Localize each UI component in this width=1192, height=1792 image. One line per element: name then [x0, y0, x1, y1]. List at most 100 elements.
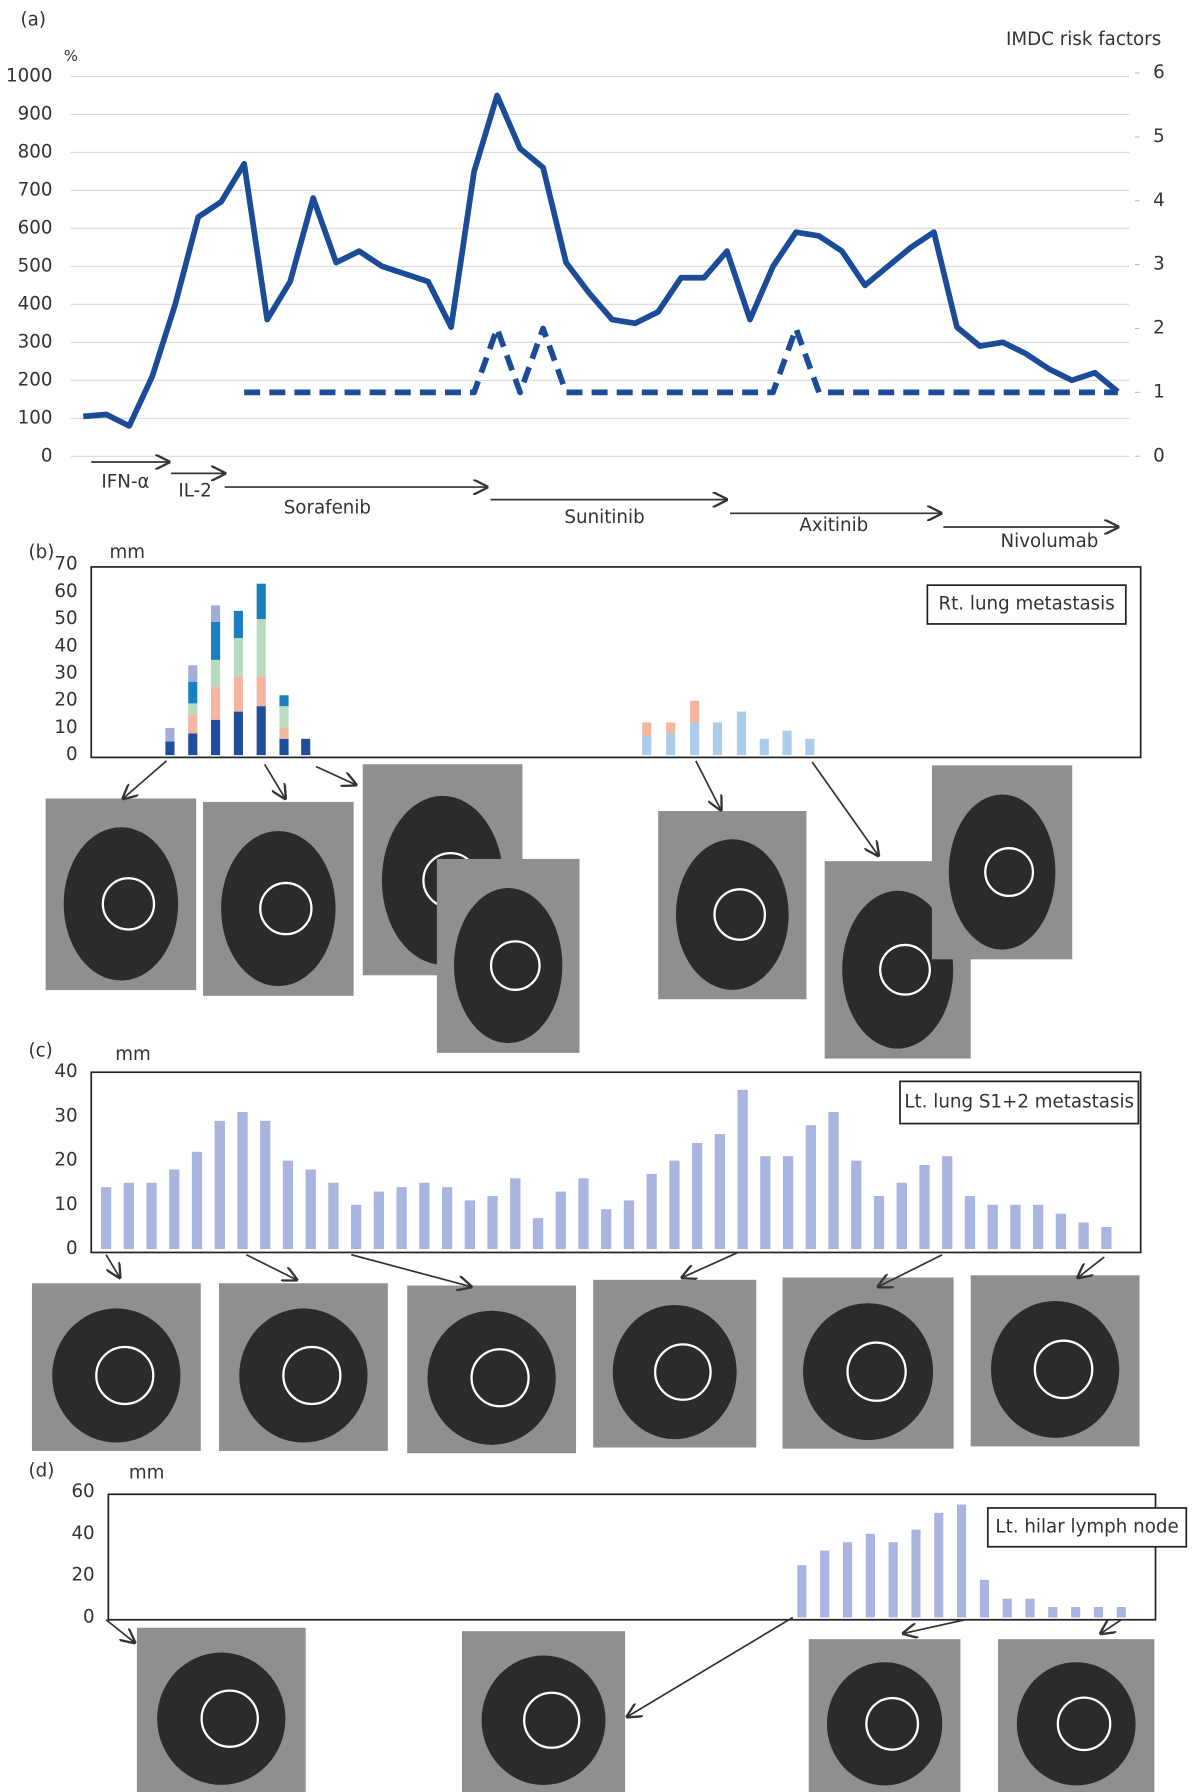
bar — [146, 1183, 156, 1249]
y2-tick-label: 0 — [1153, 445, 1165, 466]
ct-lung — [949, 794, 1056, 949]
ct-lung — [482, 1655, 606, 1785]
y-axis-label: mm — [110, 542, 146, 563]
bar — [692, 1143, 702, 1249]
bar — [669, 1161, 679, 1249]
bar — [624, 1200, 634, 1249]
bar — [828, 1112, 838, 1249]
y2-tick-label: 6 — [1153, 62, 1165, 83]
arrow — [123, 761, 166, 799]
box-label: Lt. lung S1+2 metastasis — [904, 1091, 1134, 1112]
bar — [237, 1112, 247, 1249]
arrow — [106, 1620, 135, 1643]
bar-segment — [188, 733, 197, 755]
bar-segment — [760, 739, 769, 755]
bar — [306, 1169, 316, 1249]
bar-segment — [188, 665, 197, 681]
bar-segment — [642, 722, 651, 736]
bar — [942, 1156, 952, 1249]
bar-segment — [782, 731, 791, 755]
bar-segment — [690, 701, 699, 723]
bar-segment — [690, 722, 699, 755]
bar-segment — [165, 728, 174, 742]
bar-segment — [234, 611, 243, 638]
y-tick-label: 60 — [54, 581, 77, 602]
y-tick-label: 40 — [71, 1523, 94, 1544]
bar-segment — [211, 605, 220, 621]
treatment-label: IFN-α — [101, 472, 149, 493]
bar — [783, 1156, 793, 1249]
bar-segment — [257, 706, 266, 755]
ct-lung — [613, 1305, 737, 1439]
bar-segment — [279, 706, 288, 728]
y-tick-label: 20 — [71, 1565, 94, 1586]
arrow — [316, 767, 356, 785]
bar — [533, 1218, 543, 1249]
bar — [1094, 1607, 1103, 1617]
bar — [124, 1183, 134, 1249]
bar — [396, 1187, 406, 1249]
bar-segment — [211, 720, 220, 755]
ct-lung — [991, 1301, 1119, 1438]
arrow — [1078, 1257, 1104, 1278]
bar — [215, 1121, 225, 1249]
bar-segment — [234, 712, 243, 756]
bar — [1033, 1205, 1043, 1249]
bar-segment — [211, 687, 220, 720]
ct-lung — [427, 1311, 555, 1445]
bar — [601, 1209, 611, 1249]
bar — [465, 1200, 475, 1249]
y-tick-label: 40 — [54, 635, 77, 656]
bar — [1071, 1607, 1080, 1617]
y-tick-label: 700 — [18, 179, 53, 200]
arrow — [1101, 1620, 1122, 1634]
treatment-label: Nivolumab — [1000, 531, 1098, 552]
bar — [1101, 1227, 1111, 1249]
bar-segment — [713, 722, 722, 755]
y-tick-label: 60 — [71, 1481, 94, 1502]
bar — [169, 1169, 179, 1249]
bar — [1056, 1214, 1066, 1249]
bar — [283, 1161, 293, 1249]
bar — [101, 1187, 111, 1249]
ct-lung — [157, 1653, 285, 1785]
bar-segment — [188, 682, 197, 704]
risk-line — [244, 329, 1118, 393]
bar — [1025, 1599, 1034, 1618]
bar — [578, 1178, 588, 1249]
y-tick-label: 0 — [41, 445, 53, 466]
y-tick-label: 10 — [54, 1194, 77, 1215]
bar — [897, 1183, 907, 1249]
figure: (a)%IMDC risk factors0100200300400500600… — [0, 0, 1192, 1792]
bar-segment — [257, 676, 266, 706]
bar — [510, 1178, 520, 1249]
bar — [442, 1187, 452, 1249]
bar-segment — [188, 703, 197, 714]
bar-segment — [666, 722, 675, 733]
y-tick-label: 0 — [83, 1606, 95, 1627]
bar — [874, 1196, 884, 1249]
panel-label: (d) — [29, 1460, 55, 1481]
value-line — [83, 95, 1118, 425]
bar — [374, 1192, 384, 1249]
bar — [1003, 1599, 1012, 1618]
bar — [760, 1156, 770, 1249]
bar — [556, 1192, 566, 1249]
ct-lung — [52, 1308, 180, 1442]
arrow — [351, 1255, 471, 1287]
ct-lung — [676, 839, 789, 990]
bar — [260, 1121, 270, 1249]
treatment-label: IL-2 — [178, 481, 211, 502]
y-axis-label: % — [64, 48, 78, 65]
bar — [988, 1205, 998, 1249]
y-tick-label: 30 — [54, 1105, 77, 1126]
bar-segment — [737, 712, 746, 756]
y-tick-label: 30 — [54, 662, 77, 683]
bar — [419, 1183, 429, 1249]
y-tick-label: 800 — [18, 141, 53, 162]
bar — [647, 1174, 657, 1249]
box-label: Lt. hilar lymph node — [995, 1516, 1178, 1537]
panel-label: (c) — [29, 1041, 53, 1062]
bar — [328, 1183, 338, 1249]
treatment-label: Sunitinib — [564, 507, 644, 528]
